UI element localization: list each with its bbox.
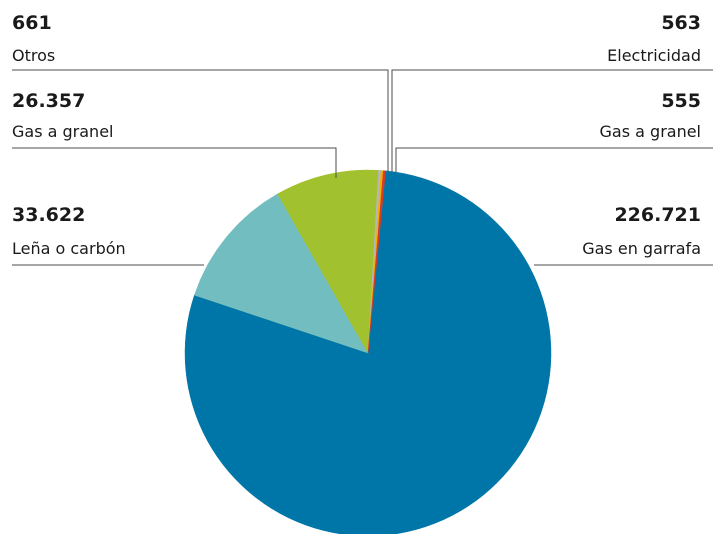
leader-line-otros (12, 69, 389, 172)
leader-lines (12, 69, 713, 266)
leader-line-gas-a-granel-small (395, 147, 713, 172)
pie-slices (184, 169, 552, 534)
slice-label-gas-a-granel-large: Gas a granel (12, 122, 114, 141)
slice-label-lena-o-carbon: Leña o carbón (12, 239, 126, 258)
slice-value-gas-en-garrafa: 226.721 (614, 204, 701, 226)
slice-value-lena-o-carbon: 33.622 (12, 204, 86, 226)
slice-label-electricidad: Electricidad (607, 46, 701, 65)
slice-value-gas-a-granel-large: 26.357 (12, 90, 86, 112)
slice-gas-a-granel-small (367, 170, 386, 354)
slice-value-otros: 661 (12, 12, 52, 34)
slice-value-electricidad: 563 (661, 12, 701, 34)
slice-gas-en-garrafa (184, 170, 552, 534)
slice-label-otros: Otros (12, 46, 56, 65)
slice-value-gas-a-granel-small: 555 (661, 90, 701, 112)
slice-label-gas-a-granel-small: Gas a granel (599, 122, 701, 141)
leader-line-electricidad (391, 69, 713, 172)
slice-gas-a-granel-large (277, 169, 379, 354)
slice-lena-o-carbon (194, 193, 369, 354)
slice-label-gas-en-garrafa: Gas en garrafa (582, 239, 701, 258)
leader-line-gas-a-granel-large (12, 147, 337, 178)
